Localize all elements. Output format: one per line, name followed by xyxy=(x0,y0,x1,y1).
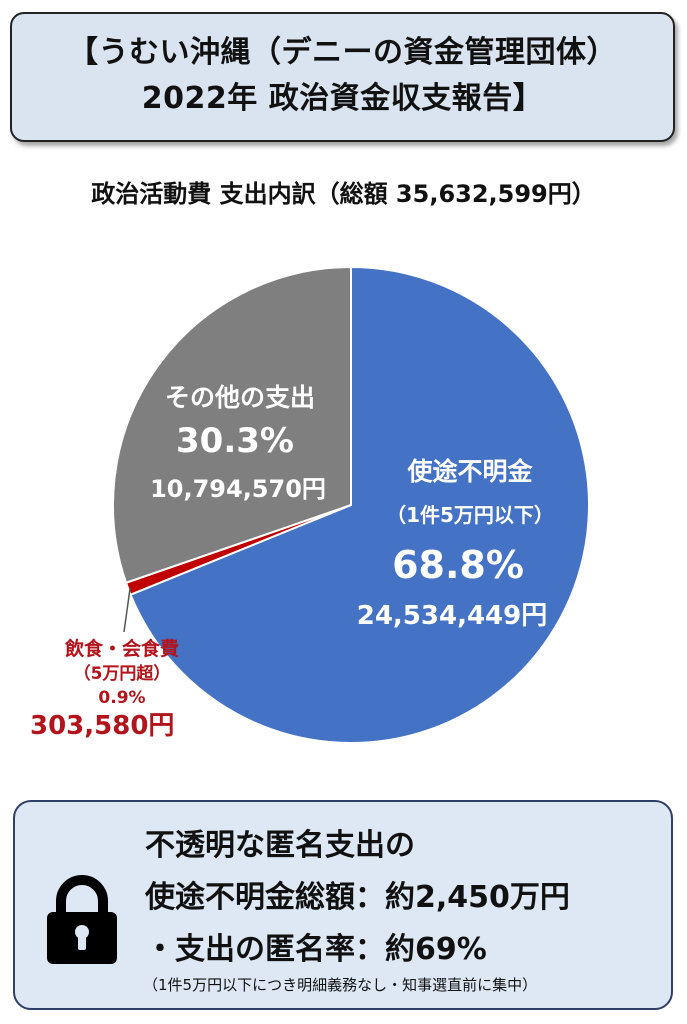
summary-line-1: 不透明な匿名支出の xyxy=(145,828,415,863)
title-box: 【うむい沖縄（デニーの資金管理団体） 2022年 政治資金収支報告】 xyxy=(10,12,675,142)
title-line-2: 2022年 政治資金収支報告】 xyxy=(141,81,544,116)
label-unexplained-value: 24,534,449円 xyxy=(357,601,547,631)
label-unexplained-name: 使途不明金 xyxy=(406,457,533,486)
callout-percent: 0.9% xyxy=(98,688,146,708)
label-other-value: 10,794,570円 xyxy=(150,475,326,503)
label-other-percent: 30.3% xyxy=(176,421,294,461)
title-line-1: 【うむい沖縄（デニーの資金管理団体） xyxy=(68,35,617,70)
pie-slice-other xyxy=(112,265,352,584)
summary-box: 不透明な匿名支出の 使途不明金総額：約2,450万円 ・支出の匿名率：約69% … xyxy=(13,800,673,1010)
label-unexplained-sub: （1件5万円以下） xyxy=(386,503,554,527)
callout-name: 飲食・会食費 xyxy=(64,638,179,660)
pie-slice-unexplained xyxy=(129,265,590,744)
label-other-name: その他の支出 xyxy=(165,383,315,412)
leader-line-dining xyxy=(123,587,131,633)
summary-note: （1件5万円以下につき明細義務なし・知事選直前に集中） xyxy=(143,976,538,994)
summary-line-3: ・支出の匿名率：約69% xyxy=(145,932,487,967)
callout-sub: （5万円超） xyxy=(73,664,171,684)
callout-value: 303,580円 xyxy=(30,711,175,741)
summary-line-2: 使途不明金総額：約2,450万円 xyxy=(145,880,570,915)
chart-title: 政治活動費 支出内訳（総額 35,632,599円） xyxy=(91,180,596,208)
callout-dining: 飲食・会食費 （5万円超） 0.9% 303,580円 xyxy=(22,636,222,742)
pie-chart: 使途不明金 （1件5万円以下） 68.8% 24,534,449円 その他の支出 30.3… xyxy=(112,265,590,744)
lock-icon xyxy=(47,875,117,964)
label-unexplained-percent: 68.8% xyxy=(392,543,524,587)
